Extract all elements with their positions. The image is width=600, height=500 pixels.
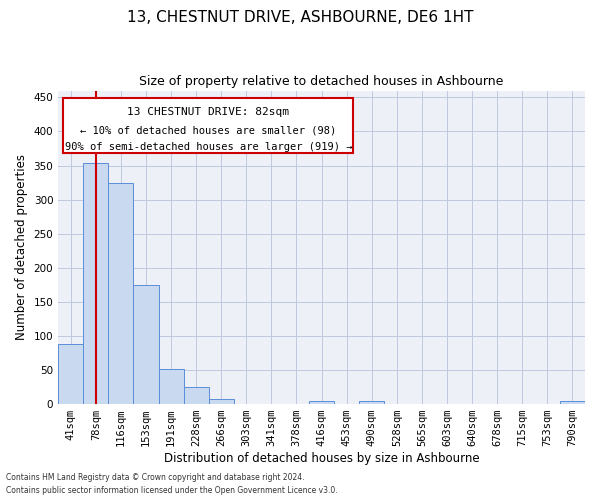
Text: 13 CHESTNUT DRIVE: 82sqm: 13 CHESTNUT DRIVE: 82sqm bbox=[127, 107, 289, 117]
Text: Contains HM Land Registry data © Crown copyright and database right 2024.
Contai: Contains HM Land Registry data © Crown c… bbox=[6, 474, 338, 495]
Bar bbox=[560, 402, 585, 404]
Bar bbox=[359, 400, 385, 404]
Bar bbox=[109, 184, 133, 404]
Bar bbox=[209, 398, 234, 404]
Bar bbox=[158, 368, 184, 404]
Bar bbox=[184, 387, 209, 404]
Text: 90% of semi-detached houses are larger (919) →: 90% of semi-detached houses are larger (… bbox=[65, 142, 352, 152]
Bar bbox=[133, 286, 158, 404]
Bar bbox=[58, 344, 83, 404]
Title: Size of property relative to detached houses in Ashbourne: Size of property relative to detached ho… bbox=[139, 75, 504, 88]
Text: 13, CHESTNUT DRIVE, ASHBOURNE, DE6 1HT: 13, CHESTNUT DRIVE, ASHBOURNE, DE6 1HT bbox=[127, 10, 473, 25]
Bar bbox=[83, 163, 109, 404]
FancyBboxPatch shape bbox=[64, 98, 353, 154]
Bar bbox=[309, 400, 334, 404]
Y-axis label: Number of detached properties: Number of detached properties bbox=[15, 154, 28, 340]
Text: ← 10% of detached houses are smaller (98): ← 10% of detached houses are smaller (98… bbox=[80, 125, 337, 135]
X-axis label: Distribution of detached houses by size in Ashbourne: Distribution of detached houses by size … bbox=[164, 452, 479, 465]
